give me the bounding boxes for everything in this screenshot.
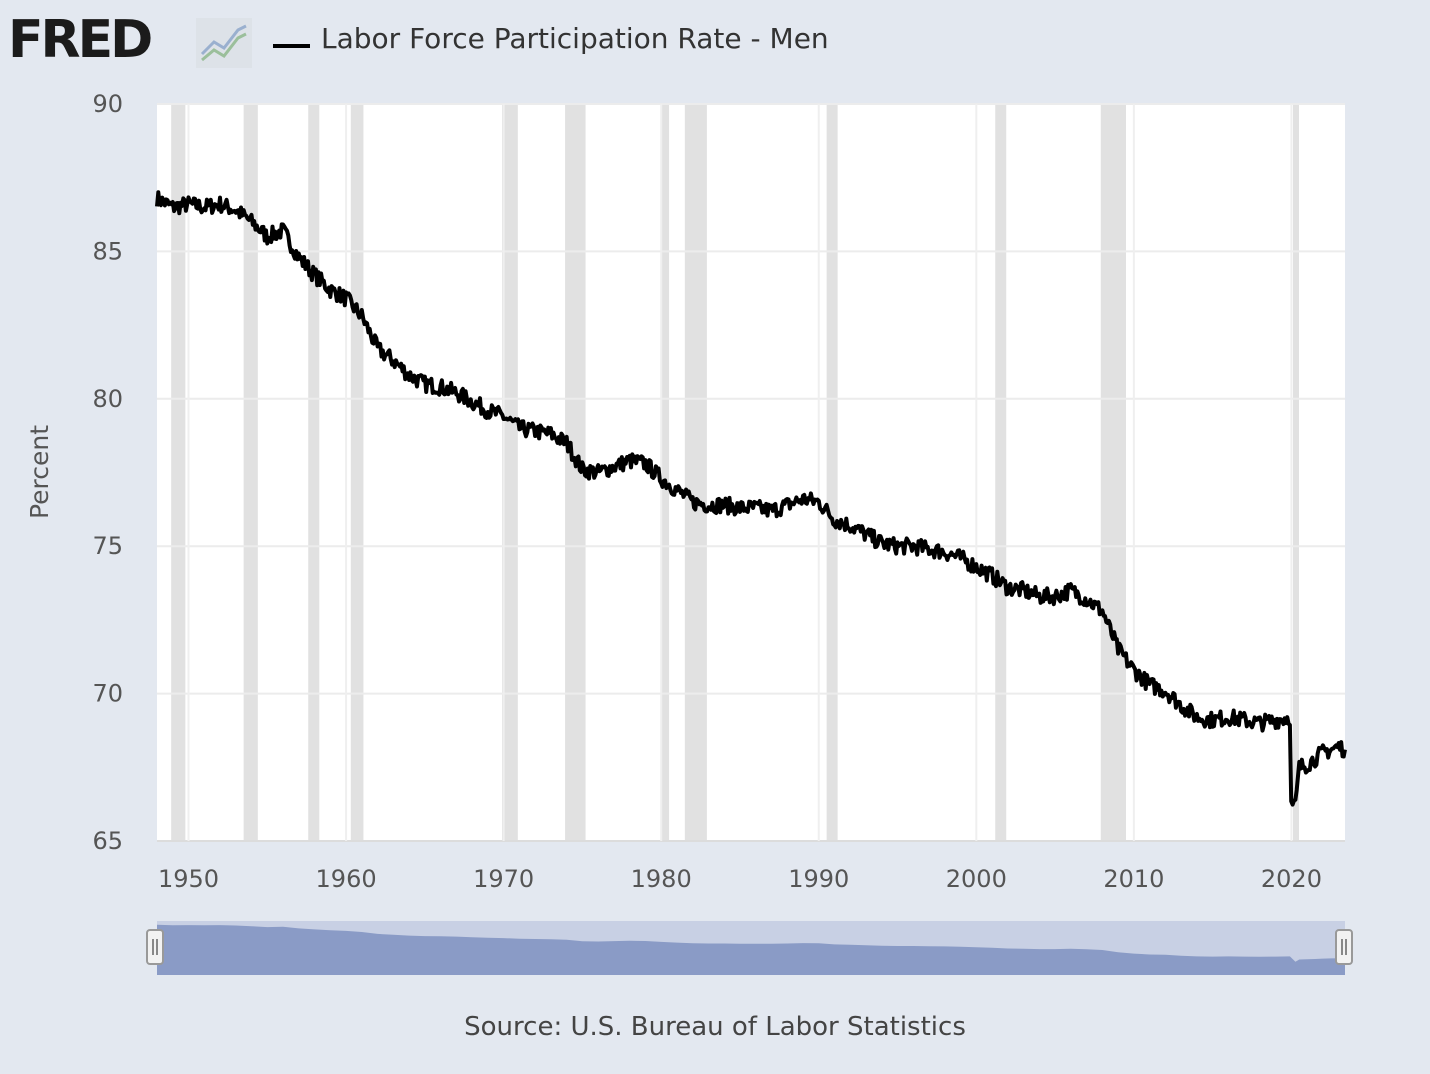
navigator-handle-grip[interactable]	[1335, 929, 1353, 965]
plot-area	[157, 104, 1345, 841]
recession-band	[661, 104, 670, 841]
recession-band	[565, 104, 586, 841]
recession-band	[502, 104, 518, 841]
y-tick-label: 85	[92, 237, 123, 265]
range-navigator[interactable]	[146, 921, 1353, 975]
legend-line-swatch	[273, 44, 310, 48]
y-tick-label: 65	[92, 827, 123, 855]
x-tick-label: 1970	[473, 865, 534, 893]
y-tick-label: 75	[92, 532, 123, 560]
navigator-handle-grip[interactable]	[146, 929, 164, 965]
recession-band	[826, 104, 838, 841]
recession-band	[350, 104, 364, 841]
x-axis: 1950 1960 1970 1980 1990 2000 2010 2020	[158, 865, 1322, 893]
fred-graph-icon	[196, 18, 252, 68]
recession-bands	[171, 104, 1300, 841]
recession-band	[308, 104, 320, 841]
recession-band	[171, 104, 186, 841]
recession-band	[1293, 104, 1300, 841]
x-tick-label: 1960	[316, 865, 377, 893]
recession-band	[1100, 104, 1126, 841]
y-tick-label: 90	[92, 90, 123, 118]
recession-band	[995, 104, 1007, 841]
source-note: Source: U.S. Bureau of Labor Statistics	[464, 1012, 966, 1042]
line-chart: 65 70 75 80 85 90 1950 1960 1970 1980 1990 2000 201…	[25, 90, 1353, 975]
x-tick-label: 1980	[631, 865, 692, 893]
x-tick-label: 2000	[946, 865, 1007, 893]
x-tick-label: 2020	[1261, 865, 1322, 893]
x-tick-label: 2010	[1103, 865, 1164, 893]
navigator-right-handle[interactable]	[1335, 929, 1353, 965]
gridlines	[157, 103, 1345, 842]
fred-logo[interactable]: FRED	[8, 10, 153, 70]
recession-band	[684, 104, 707, 841]
series-title: Labor Force Participation Rate - Men	[321, 22, 829, 55]
recession-band	[243, 104, 258, 841]
series-line	[155, 190, 1347, 807]
navigator-area	[157, 924, 1345, 975]
chart-header: FRED Labor Force Participation Rate - Me…	[8, 10, 1008, 70]
y-tick-label: 70	[92, 680, 123, 708]
y-axis-label: Percent	[25, 425, 54, 519]
y-tick-label: 80	[92, 385, 123, 413]
y-axis: 65 70 75 80 85 90	[92, 90, 123, 855]
x-tick-label: 1990	[788, 865, 849, 893]
navigator-left-handle[interactable]	[146, 929, 164, 965]
x-tick-label: 1950	[158, 865, 219, 893]
